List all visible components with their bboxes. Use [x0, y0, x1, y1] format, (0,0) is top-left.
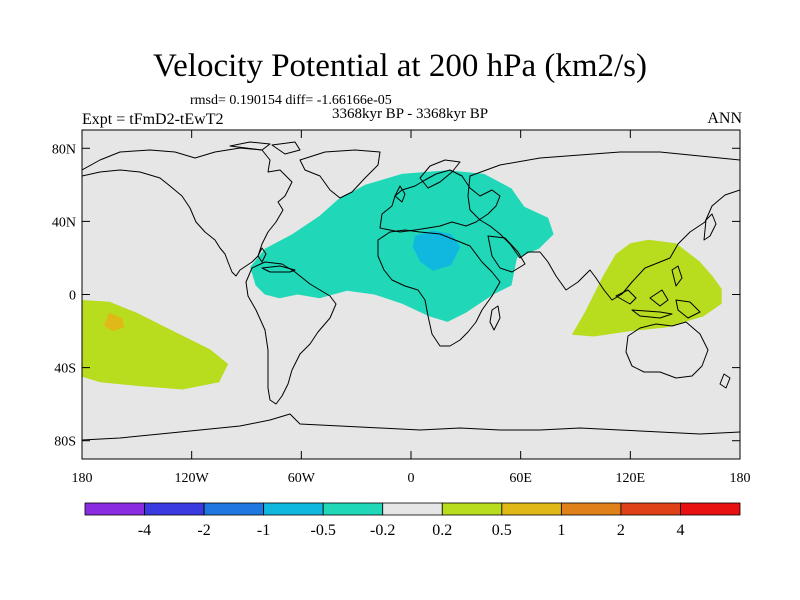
colorbar-swatch — [502, 503, 562, 515]
colorbar-label: 2 — [617, 522, 625, 539]
x-tick-label: 0 — [408, 471, 415, 486]
colorbar-label: -1 — [257, 522, 270, 539]
colorbar-swatch — [383, 503, 443, 515]
colorbar-swatch — [621, 503, 681, 515]
colorbar-swatch — [680, 503, 740, 515]
colorbar-swatch — [561, 503, 621, 515]
colorbar-swatch — [204, 503, 264, 515]
x-tick-label: 60E — [509, 471, 532, 486]
colorbar-label: 1 — [557, 522, 565, 539]
colorbar-label: 0.5 — [492, 522, 512, 539]
y-tick-label: 0 — [69, 289, 76, 304]
colorbar-swatch — [442, 503, 502, 515]
x-tick-label: 120W — [175, 471, 210, 486]
colorbar-label: 4 — [677, 522, 685, 539]
colorbar-swatch — [145, 503, 205, 515]
colorbar-swatch — [264, 503, 324, 515]
y-tick-label: 40N — [52, 215, 76, 230]
colorbar-label: 0.2 — [432, 522, 452, 539]
colorbar-swatch — [323, 503, 383, 515]
x-tick-label: 120E — [616, 471, 646, 486]
colorbar-label: -0.5 — [311, 522, 336, 539]
colorbar: -4 -2 -1 -0.5 -0.2 0.2 0.5 1 2 4 — [85, 503, 740, 539]
y-tick-label: 80N — [52, 142, 76, 157]
x-tick-label: 60W — [288, 471, 316, 486]
map-chart: 180 120W 60W 0 60E 120E 18080N40N040S80S -4 -2-… — [0, 0, 800, 600]
colorbar-swatch — [85, 503, 145, 515]
y-tick-label: 40S — [54, 362, 76, 377]
colorbar-label: -0.2 — [370, 522, 395, 539]
colorbar-label: -2 — [197, 522, 210, 539]
y-tick-label: 80S — [54, 435, 76, 450]
colorbar-label: -4 — [138, 522, 151, 539]
x-tick-label: 180 — [72, 471, 93, 486]
x-tick-label: 180 — [730, 471, 751, 486]
